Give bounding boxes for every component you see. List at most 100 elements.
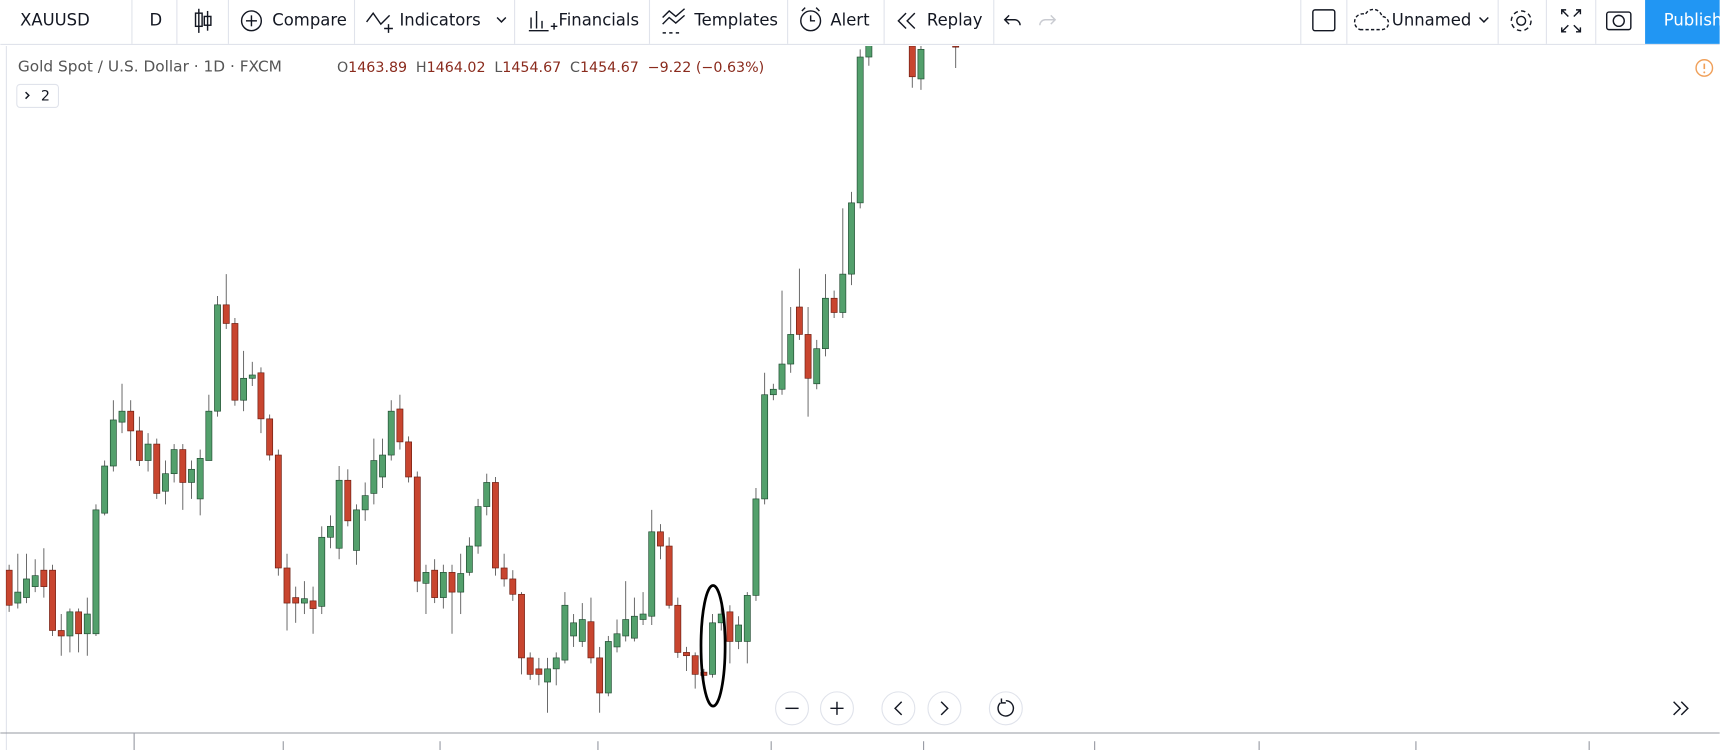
layout-button[interactable] <box>1312 9 1336 32</box>
candle-body <box>752 498 760 596</box>
cloud-icon[interactable] <box>1353 8 1390 31</box>
ohlc-value: 1454.67 <box>580 60 639 76</box>
candle-body <box>856 56 864 204</box>
candle-body <box>848 202 855 275</box>
templates-icon[interactable] <box>662 8 686 34</box>
candle-body <box>683 652 690 657</box>
candle-body <box>31 575 39 587</box>
candle-body <box>196 458 204 500</box>
candle-body <box>500 567 508 580</box>
alert-button[interactable]: Alert <box>830 10 870 29</box>
indicators-toggle[interactable] <box>16 83 60 109</box>
candle-body <box>23 578 30 598</box>
symbol-title: Gold Spot / U.S. Dollar · 1D · FXCM <box>18 57 282 75</box>
warning-icon[interactable] <box>1695 59 1714 77</box>
candle-body <box>300 598 308 604</box>
reset-chart[interactable] <box>988 691 1023 726</box>
redo-button[interactable] <box>1039 14 1057 26</box>
candle-body <box>795 306 803 335</box>
interval[interactable]: D <box>149 10 162 29</box>
candle-body <box>40 569 48 587</box>
candle-body <box>162 473 169 492</box>
symbol[interactable]: XAUUSD <box>20 10 90 29</box>
publish-button[interactable]: Publish <box>1664 10 1720 29</box>
candle-body <box>813 348 821 385</box>
candle-body <box>431 569 439 598</box>
chart-navigation <box>775 691 1689 726</box>
candle-body <box>231 323 239 401</box>
candle-body <box>396 408 404 443</box>
candle-body <box>787 334 795 365</box>
candle-body <box>822 297 829 350</box>
replay-button[interactable]: Replay <box>927 10 983 29</box>
screenshot-button[interactable] <box>1605 11 1632 31</box>
scroll-to-realtime[interactable] <box>1673 701 1689 716</box>
candle-body <box>83 613 91 635</box>
candle-body <box>865 46 873 58</box>
candle-body <box>570 622 577 637</box>
candle-body <box>674 604 682 653</box>
indicators-menu[interactable] <box>496 17 507 23</box>
candle-body <box>769 388 777 396</box>
ohlc-value: 1463.89 <box>348 60 407 76</box>
ohlc-label: O <box>337 60 348 76</box>
candle-body <box>205 410 213 461</box>
candle-body <box>335 479 343 549</box>
candle-body <box>361 495 369 511</box>
candle-type-icon[interactable] <box>194 8 212 33</box>
scroll-left[interactable] <box>881 691 916 726</box>
candle-body <box>604 641 612 694</box>
compare-button[interactable]: Compare <box>272 10 347 29</box>
candle-body <box>274 454 282 569</box>
fullscreen-button[interactable] <box>1561 9 1582 33</box>
annotation-ellipse <box>699 584 727 708</box>
candle-body <box>622 619 630 637</box>
candle-body <box>405 441 412 478</box>
candle-body <box>691 655 699 675</box>
candle-body <box>804 334 812 379</box>
undo-button[interactable] <box>1003 14 1021 26</box>
candle-body <box>726 611 734 642</box>
candle-body <box>544 668 551 683</box>
candle-body <box>457 573 465 593</box>
candle-body <box>75 611 82 635</box>
candle-body <box>448 572 456 593</box>
candle-body <box>292 597 300 604</box>
compare-icon[interactable] <box>240 10 263 32</box>
time-axis-ticks <box>133 733 1590 750</box>
publish-background[interactable] <box>1645 0 1720 44</box>
candle-body <box>66 611 74 637</box>
candle-body <box>153 443 161 494</box>
candle-body <box>648 531 656 617</box>
financials-button[interactable]: Financials <box>558 10 639 29</box>
indicators-icon[interactable] <box>366 11 393 33</box>
candle-body <box>474 506 482 547</box>
candle-body <box>578 619 586 642</box>
candle-body <box>518 593 525 659</box>
indicators-button[interactable]: Indicators <box>399 10 480 29</box>
candle-body <box>630 615 638 639</box>
candle-body <box>830 297 838 313</box>
scroll-right[interactable] <box>927 691 962 726</box>
layout-menu[interactable] <box>1479 17 1489 23</box>
chevron <box>25 91 30 100</box>
replay-icon[interactable] <box>897 12 916 30</box>
candle-body <box>526 657 534 675</box>
alert-icon[interactable] <box>800 7 822 32</box>
layout-name[interactable]: Unnamed <box>1392 10 1472 29</box>
candle-body <box>257 372 265 420</box>
candle-body <box>483 482 491 507</box>
candle-body <box>492 482 499 569</box>
candle-body <box>735 624 742 642</box>
candle-body <box>387 410 395 456</box>
candle-body <box>639 613 647 620</box>
financials-icon[interactable] <box>528 10 558 32</box>
templates-button[interactable]: Templates <box>693 10 778 29</box>
candle-body <box>413 476 421 582</box>
ohlc: O1463.89 H1464.02 L1454.67 C1454.67 −9.22 (−… <box>337 60 764 76</box>
candle-body <box>144 443 152 461</box>
candle-body <box>5 569 13 606</box>
settings-button[interactable] <box>1510 10 1532 32</box>
candle-body <box>587 621 595 659</box>
